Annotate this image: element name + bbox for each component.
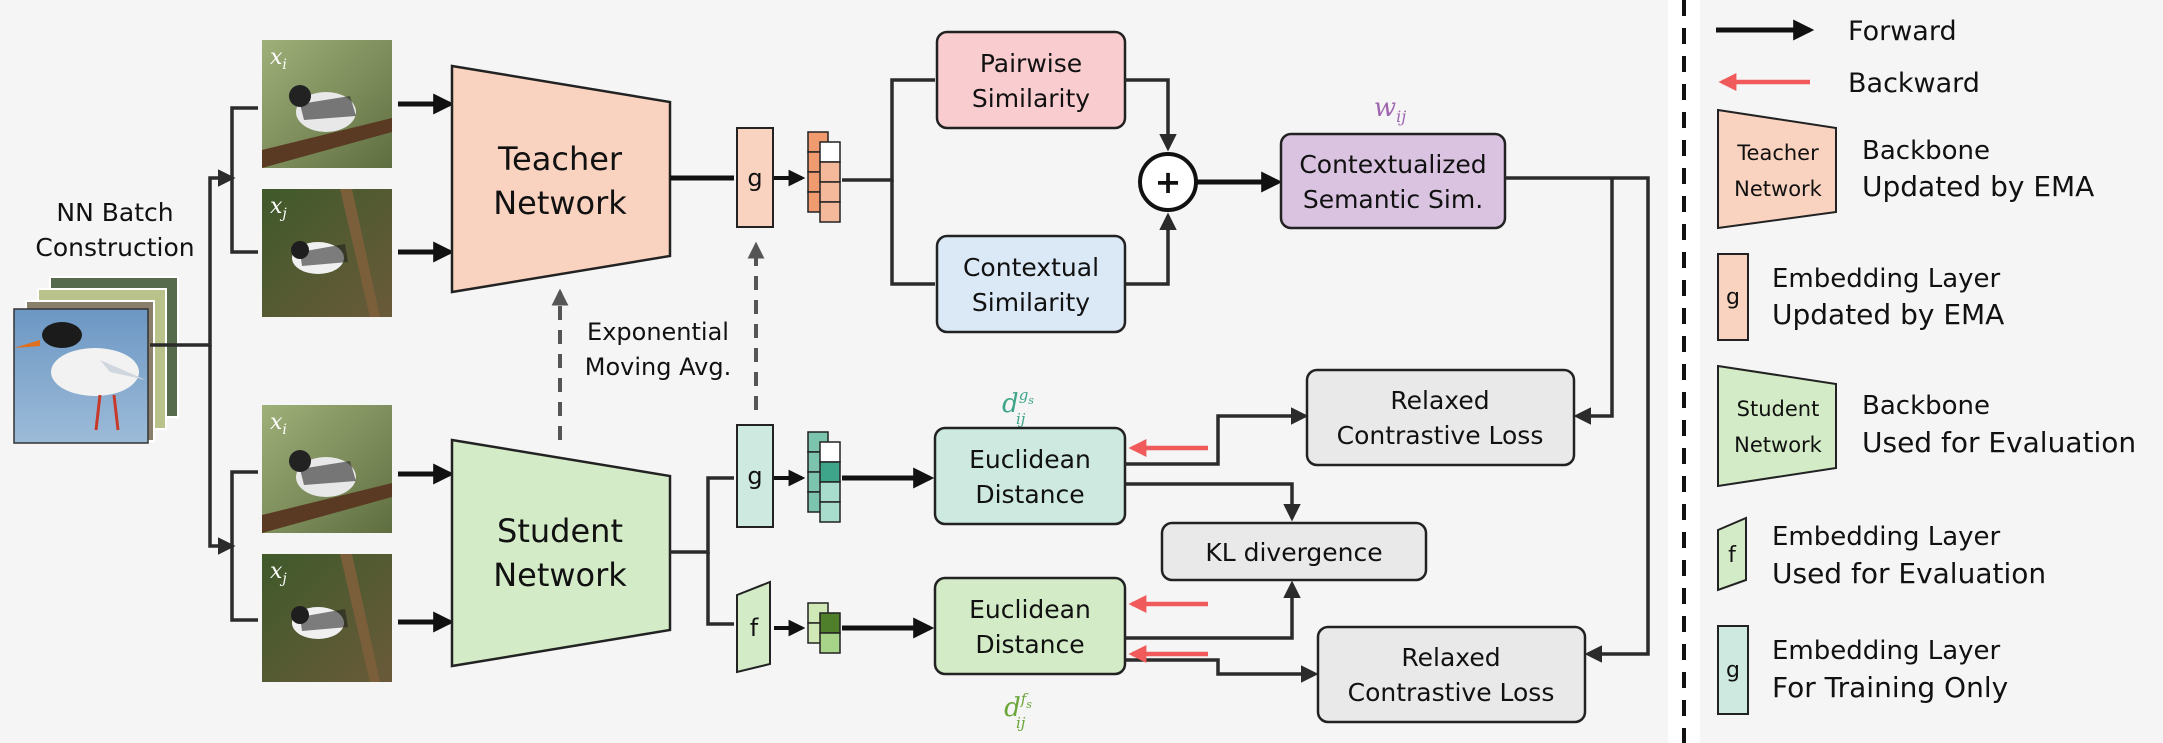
teacher-network-label-1: Teacher (497, 140, 623, 178)
legend-student-f-label: f (1728, 543, 1737, 568)
batch-label-2: Construction (35, 233, 194, 262)
relaxed-loss-box-bottom (1316, 625, 1587, 724)
teacher-branch-lines (842, 78, 935, 286)
relaxed-top-label-1: Relaxed (1390, 386, 1489, 415)
legend-student-g-desc-1: Embedding Layer (1772, 636, 2001, 666)
legend-teacher-g-box (1717, 253, 1749, 341)
kl-divergence-box (1160, 521, 1428, 582)
student-f-label: f (750, 614, 759, 642)
euclid-to-loss-lines (1125, 407, 1319, 683)
pairwise-label-1: Pairwise (980, 49, 1082, 78)
relaxed-top-label-2: Contrastive Loss (1337, 421, 1544, 450)
bird-image-teacher-xj (262, 189, 392, 317)
pairwise-label-2: Similarity (972, 84, 1090, 113)
legend-student-g-box (1717, 625, 1749, 715)
legend-teacher-shape (1717, 108, 1837, 230)
nn-batch-stack (13, 276, 179, 444)
image-to-network-arrows (398, 93, 455, 633)
legend-teacher-box-2: Network (1734, 177, 1823, 201)
contextualized-label-1: Contextualized (1299, 150, 1486, 179)
teacher-network-label-2: Network (493, 184, 627, 222)
label-xj-bottom: xj (270, 559, 287, 587)
student-branch-lines (670, 476, 734, 626)
d-gs-label: dgs ij (1002, 386, 1034, 428)
ema-arrows (551, 241, 765, 440)
legend-backward-label: Backward (1848, 68, 1980, 99)
ema-label-1: Exponential (587, 318, 729, 346)
legend-student-box-2: Network (1734, 433, 1823, 457)
legend-teacher-desc-1: Backbone (1862, 136, 1990, 166)
teacher-g-box (736, 127, 774, 228)
contextual-label-2: Similarity (972, 288, 1090, 317)
d-fs-label: dfs ij (1004, 690, 1032, 732)
contextual-label-1: Contextual (963, 253, 1099, 282)
student-g-embedding-vectors (807, 431, 841, 523)
student-g-box (736, 424, 774, 528)
legend-student-desc-1: Backbone (1862, 391, 1990, 421)
legend-student-g-desc-2: For Training Only (1772, 671, 2008, 704)
contextualized-to-loss-lines (1505, 176, 1650, 663)
euclid-g-label-1: Euclidean (969, 445, 1091, 474)
legend-panel-bg (1700, 0, 2163, 743)
euclid-box-f (933, 576, 1127, 676)
plus-sign: + (1155, 163, 1182, 201)
student-f-embedding-vectors (807, 602, 841, 654)
teacher-network-shape (450, 64, 672, 294)
kl-label: KL divergence (1205, 538, 1382, 567)
legend-student-f-shape (1717, 516, 1747, 592)
contextualized-label-2: Semantic Sim. (1303, 185, 1483, 214)
contextual-similarity-box (935, 234, 1127, 334)
student-network-label-1: Student (497, 512, 623, 550)
pairwise-similarity-box (935, 30, 1127, 130)
legend-teacher-emb-desc-1: Embedding Layer (1772, 264, 2001, 294)
student-f-box (736, 580, 771, 674)
contextualized-sim-box (1279, 132, 1507, 230)
legend-student-f-desc-2: Used for Evaluation (1772, 557, 2046, 590)
bird-image-student-xi (262, 405, 392, 533)
euclid-f-label-2: Distance (975, 630, 1084, 659)
student-network-shape (450, 438, 672, 668)
relaxed-loss-box-top (1305, 368, 1576, 467)
bird-image-student-xj (262, 554, 392, 682)
similarity-to-plus-lines (1125, 78, 1177, 286)
w-ij-label: wij (1374, 93, 1406, 126)
euclid-g-label-2: Distance (975, 480, 1084, 509)
ema-label-2: Moving Avg. (585, 353, 731, 381)
batch-connectors (150, 106, 258, 622)
batch-label-1: NN Batch (56, 198, 173, 227)
teacher-embedding-vectors (807, 131, 841, 223)
legend-student-desc-2: Used for Evaluation (1862, 426, 2136, 459)
legend-teacher-emb-desc-2: Updated by EMA (1772, 298, 2004, 331)
relaxed-bottom-label-1: Relaxed (1401, 643, 1500, 672)
legend-student-shape (1717, 364, 1837, 488)
euclid-box-g (933, 426, 1127, 526)
label-xi-bottom: xi (270, 410, 287, 438)
legend-teacher-desc-2: Updated by EMA (1862, 170, 2094, 203)
student-network-label-2: Network (493, 556, 627, 594)
legend: Forward Backward Teacher Network Backbon… (1716, 16, 2136, 715)
student-g-label: g (747, 462, 762, 490)
legend-student-f-desc-1: Embedding Layer (1772, 522, 2001, 552)
label-xj-top: xj (270, 194, 287, 222)
euclid-f-label-1: Euclidean (969, 595, 1091, 624)
label-xi-top: xi (270, 45, 287, 73)
teacher-g-label: g (747, 164, 762, 192)
legend-teacher-box-1: Teacher (1736, 141, 1819, 165)
legend-teacher-g-label: g (1726, 285, 1740, 310)
backward-arrows-main (1128, 439, 1208, 663)
bird-image-teacher-xi (262, 40, 392, 168)
relaxed-bottom-label-2: Contrastive Loss (1348, 678, 1555, 707)
legend-student-box-1: Student (1737, 397, 1820, 421)
legend-forward-label: Forward (1848, 16, 1957, 47)
legend-student-g-label: g (1726, 658, 1740, 683)
